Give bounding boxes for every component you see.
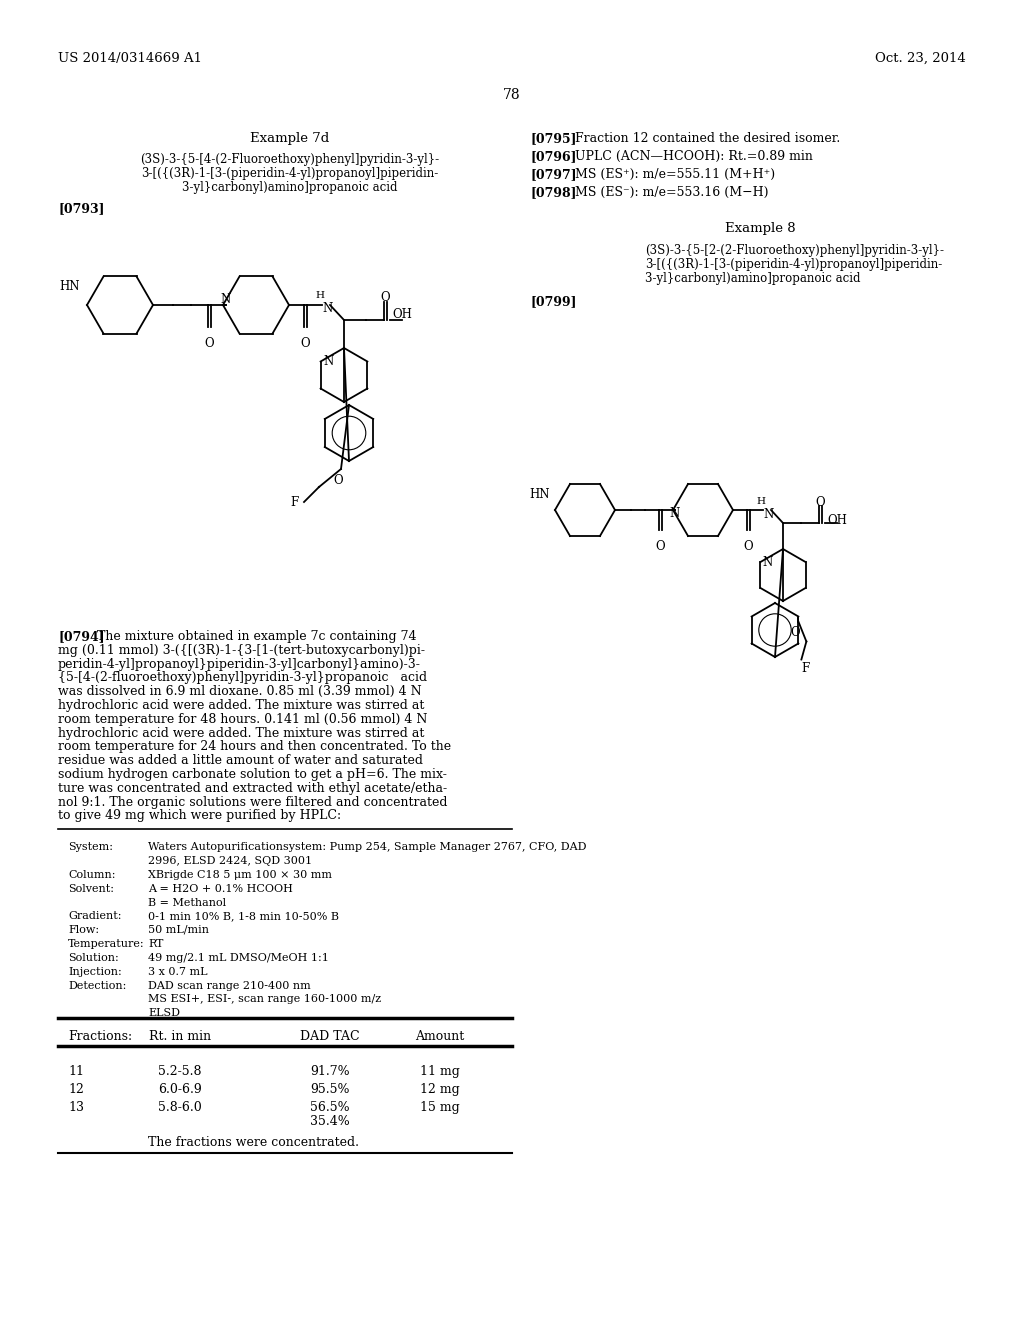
Text: was dissolved in 6.9 ml dioxane. 0.85 ml (3.39 mmol) 4 N: was dissolved in 6.9 ml dioxane. 0.85 ml… xyxy=(58,685,422,698)
Text: O: O xyxy=(791,627,800,639)
Text: 91.7%: 91.7% xyxy=(310,1065,350,1078)
Text: XBrigde C18 5 μm 100 × 30 mm: XBrigde C18 5 μm 100 × 30 mm xyxy=(148,870,332,880)
Text: N: N xyxy=(324,355,334,368)
Text: Amount: Amount xyxy=(416,1030,465,1043)
Text: 56.5%: 56.5% xyxy=(310,1101,350,1114)
Text: hydrochloric acid were added. The mixture was stirred at: hydrochloric acid were added. The mixtur… xyxy=(58,700,424,711)
Text: {5-[4-(2-fluoroethoxy)phenyl]pyridin-3-yl}propanoic   acid: {5-[4-(2-fluoroethoxy)phenyl]pyridin-3-y… xyxy=(58,672,427,684)
Text: mg (0.11 mmol) 3-({[(3R)-1-{3-[1-(tert-butoxycarbonyl)pi-: mg (0.11 mmol) 3-({[(3R)-1-{3-[1-(tert-b… xyxy=(58,644,425,657)
Text: N: N xyxy=(221,293,231,306)
Text: HN: HN xyxy=(529,488,550,502)
Text: HN: HN xyxy=(59,280,80,293)
Text: MS (ES⁻): m/e=553.16 (M−H): MS (ES⁻): m/e=553.16 (M−H) xyxy=(575,186,768,199)
Text: H: H xyxy=(315,290,325,300)
Text: 49 mg/2.1 mL DMSO/MeOH 1:1: 49 mg/2.1 mL DMSO/MeOH 1:1 xyxy=(148,953,329,964)
Text: Rt. in min: Rt. in min xyxy=(148,1030,211,1043)
Text: O: O xyxy=(204,337,214,350)
Text: [0798]: [0798] xyxy=(530,186,577,199)
Text: F: F xyxy=(290,495,298,508)
Text: 12: 12 xyxy=(68,1082,84,1096)
Text: 12 mg: 12 mg xyxy=(420,1082,460,1096)
Text: OH: OH xyxy=(392,309,412,322)
Text: room temperature for 24 hours and then concentrated. To the: room temperature for 24 hours and then c… xyxy=(58,741,452,754)
Text: Fraction 12 contained the desired isomer.: Fraction 12 contained the desired isomer… xyxy=(575,132,841,145)
Text: 50 mL/min: 50 mL/min xyxy=(148,925,209,935)
Text: O: O xyxy=(380,290,389,304)
Text: [0799]: [0799] xyxy=(530,294,577,308)
Text: 35.4%: 35.4% xyxy=(310,1115,350,1129)
Text: US 2014/0314669 A1: US 2014/0314669 A1 xyxy=(58,51,202,65)
Text: DAD TAC: DAD TAC xyxy=(300,1030,359,1043)
Text: F: F xyxy=(802,663,810,676)
Text: 78: 78 xyxy=(503,88,521,102)
Text: Temperature:: Temperature: xyxy=(68,939,144,949)
Text: (3S)-3-{5-[2-(2-Fluoroethoxy)phenyl]pyridin-3-yl}-: (3S)-3-{5-[2-(2-Fluoroethoxy)phenyl]pyri… xyxy=(645,244,944,257)
Text: 3-yl}carbonyl)amino]propanoic acid: 3-yl}carbonyl)amino]propanoic acid xyxy=(182,181,397,194)
Text: B = Methanol: B = Methanol xyxy=(148,898,226,908)
Text: nol 9:1. The organic solutions were filtered and concentrated: nol 9:1. The organic solutions were filt… xyxy=(58,796,447,809)
Text: 3-[({(3R)-1-[3-(piperidin-4-yl)propanoyl]piperidin-: 3-[({(3R)-1-[3-(piperidin-4-yl)propanoyl… xyxy=(141,168,438,180)
Text: 11: 11 xyxy=(68,1065,84,1078)
Text: Flow:: Flow: xyxy=(68,925,99,935)
Text: (3S)-3-{5-[4-(2-Fluoroethoxy)phenyl]pyridin-3-yl}-: (3S)-3-{5-[4-(2-Fluoroethoxy)phenyl]pyri… xyxy=(140,153,439,166)
Text: N: N xyxy=(670,507,680,520)
Text: System:: System: xyxy=(68,842,113,851)
Text: hydrochloric acid were added. The mixture was stirred at: hydrochloric acid were added. The mixtur… xyxy=(58,726,424,739)
Text: Example 7d: Example 7d xyxy=(251,132,330,145)
Text: N: N xyxy=(322,302,332,315)
Text: 13: 13 xyxy=(68,1101,84,1114)
Text: 3 x 0.7 mL: 3 x 0.7 mL xyxy=(148,968,208,977)
Text: [0794]: [0794] xyxy=(58,630,104,643)
Text: 3-[({(3R)-1-[3-(piperidin-4-yl)propanoyl]piperidin-: 3-[({(3R)-1-[3-(piperidin-4-yl)propanoyl… xyxy=(645,257,942,271)
Text: O: O xyxy=(815,496,824,510)
Text: [0796]: [0796] xyxy=(530,150,577,162)
Text: 2996, ELSD 2424, SQD 3001: 2996, ELSD 2424, SQD 3001 xyxy=(148,855,312,866)
Text: ELSD: ELSD xyxy=(148,1008,180,1018)
Text: 0-1 min 10% B, 1-8 min 10-50% B: 0-1 min 10% B, 1-8 min 10-50% B xyxy=(148,911,339,921)
Text: O: O xyxy=(300,337,309,350)
Text: Fractions:: Fractions: xyxy=(68,1030,132,1043)
Text: [0795]: [0795] xyxy=(530,132,577,145)
Text: ture was concentrated and extracted with ethyl acetate/etha-: ture was concentrated and extracted with… xyxy=(58,781,447,795)
Text: Column:: Column: xyxy=(68,870,116,880)
Text: [0793]: [0793] xyxy=(58,202,104,215)
Text: UPLC (ACN—HCOOH): Rt.=0.89 min: UPLC (ACN—HCOOH): Rt.=0.89 min xyxy=(575,150,813,162)
Text: RT: RT xyxy=(148,939,164,949)
Text: 5.8-6.0: 5.8-6.0 xyxy=(158,1101,202,1114)
Text: 95.5%: 95.5% xyxy=(310,1082,350,1096)
Text: 3-yl}carbonyl)amino]propanoic acid: 3-yl}carbonyl)amino]propanoic acid xyxy=(645,272,860,285)
Text: OH: OH xyxy=(827,513,847,527)
Text: A = H2O + 0.1% HCOOH: A = H2O + 0.1% HCOOH xyxy=(148,884,293,894)
Text: 11 mg: 11 mg xyxy=(420,1065,460,1078)
Text: DAD scan range 210-400 nm: DAD scan range 210-400 nm xyxy=(148,981,310,991)
Text: O: O xyxy=(743,540,753,553)
Text: Solvent:: Solvent: xyxy=(68,884,114,894)
Text: MS ESI+, ESI-, scan range 160-1000 m/z: MS ESI+, ESI-, scan range 160-1000 m/z xyxy=(148,994,381,1005)
Text: The mixture obtained in example 7c containing 74: The mixture obtained in example 7c conta… xyxy=(89,630,417,643)
Text: 5.2-5.8: 5.2-5.8 xyxy=(159,1065,202,1078)
Text: Waters Autopurificationsystem: Pump 254, Sample Manager 2767, CFO, DAD: Waters Autopurificationsystem: Pump 254,… xyxy=(148,842,587,851)
Text: to give 49 mg which were purified by HPLC:: to give 49 mg which were purified by HPL… xyxy=(58,809,341,822)
Text: O: O xyxy=(333,474,343,487)
Text: 15 mg: 15 mg xyxy=(420,1101,460,1114)
Text: Detection:: Detection: xyxy=(68,981,126,991)
Text: O: O xyxy=(655,540,665,553)
Text: H: H xyxy=(757,498,766,506)
Text: residue was added a little amount of water and saturated: residue was added a little amount of wat… xyxy=(58,754,423,767)
Text: Gradient:: Gradient: xyxy=(68,911,122,921)
Text: [0797]: [0797] xyxy=(530,168,577,181)
Text: The fractions were concentrated.: The fractions were concentrated. xyxy=(148,1137,359,1148)
Text: N: N xyxy=(763,556,773,569)
Text: MS (ES⁺): m/e=555.11 (M+H⁺): MS (ES⁺): m/e=555.11 (M+H⁺) xyxy=(575,168,775,181)
Text: Oct. 23, 2014: Oct. 23, 2014 xyxy=(876,51,966,65)
Text: room temperature for 48 hours. 0.141 ml (0.56 mmol) 4 N: room temperature for 48 hours. 0.141 ml … xyxy=(58,713,427,726)
Text: sodium hydrogen carbonate solution to get a pH=6. The mix-: sodium hydrogen carbonate solution to ge… xyxy=(58,768,446,781)
Text: Injection:: Injection: xyxy=(68,968,122,977)
Text: peridin-4-yl]propanoyl}piperidin-3-yl]carbonyl}amino)-3-: peridin-4-yl]propanoyl}piperidin-3-yl]ca… xyxy=(58,657,421,671)
Text: N: N xyxy=(763,508,773,521)
Text: 6.0-6.9: 6.0-6.9 xyxy=(158,1082,202,1096)
Text: Example 8: Example 8 xyxy=(725,222,796,235)
Text: Solution:: Solution: xyxy=(68,953,119,964)
